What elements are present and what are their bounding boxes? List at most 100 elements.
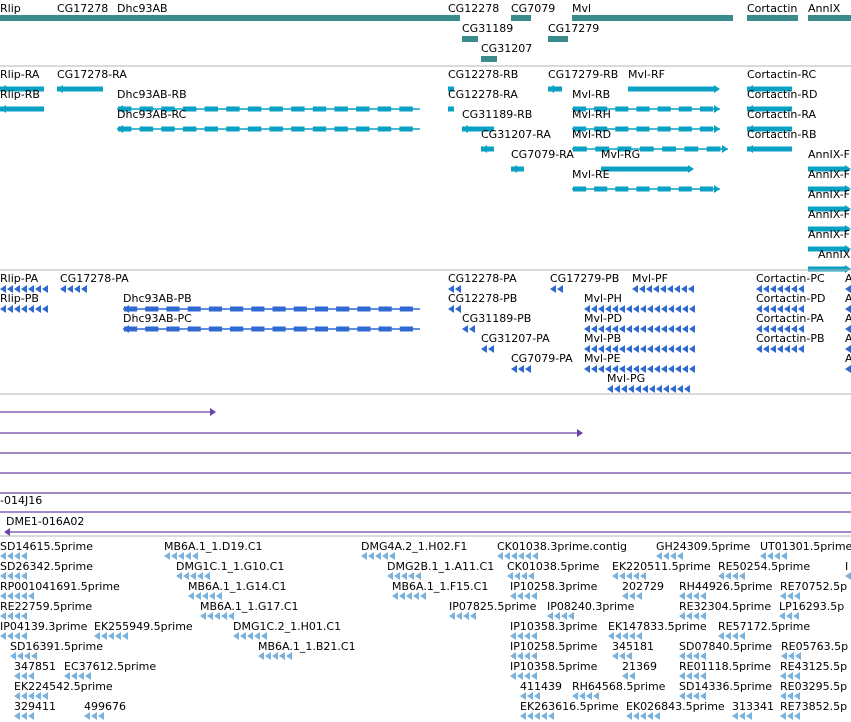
est-segment[interactable] (686, 672, 692, 680)
transcript-strand[interactable] (117, 125, 123, 133)
est-segment[interactable] (389, 552, 395, 560)
est-segment[interactable] (164, 552, 170, 560)
translation-exon[interactable] (336, 326, 350, 332)
est-segment[interactable] (17, 652, 23, 660)
est-segment[interactable] (14, 632, 20, 640)
translation-exon[interactable] (314, 326, 329, 332)
est-segment[interactable] (14, 612, 20, 620)
est-segment[interactable] (794, 712, 800, 720)
est-segment[interactable] (524, 632, 530, 640)
translation-segment[interactable] (756, 285, 762, 293)
est-segment[interactable] (693, 652, 699, 660)
transcript-exon[interactable] (462, 126, 494, 132)
est-segment[interactable] (534, 712, 540, 720)
est-segment[interactable] (497, 552, 503, 560)
est-segment[interactable] (84, 712, 90, 720)
translation-segment[interactable] (640, 325, 646, 333)
transcript-exon[interactable] (678, 106, 692, 112)
est-segment[interactable] (456, 612, 462, 620)
translation-segment[interactable] (777, 325, 783, 333)
translation-segment[interactable] (584, 325, 590, 333)
translation-segment[interactable] (455, 305, 461, 313)
est-segment[interactable] (21, 672, 27, 680)
est-segment[interactable] (572, 692, 578, 700)
est-segment[interactable] (670, 552, 676, 560)
translation-segment[interactable] (647, 365, 653, 373)
translation-segment[interactable] (649, 385, 655, 393)
transcript-strand[interactable] (722, 145, 728, 153)
transcript-exon[interactable] (595, 146, 610, 152)
est-segment[interactable] (286, 652, 292, 660)
translation-segment[interactable] (67, 285, 73, 293)
translation-exon[interactable] (208, 306, 223, 312)
est-segment[interactable] (14, 692, 20, 700)
translation-exon[interactable] (124, 326, 138, 332)
est-segment[interactable] (531, 592, 537, 600)
est-segment[interactable] (504, 552, 510, 560)
transcript-strand[interactable] (747, 125, 753, 133)
est-segment[interactable] (725, 632, 731, 640)
transcript-exon[interactable] (356, 126, 370, 132)
est-segment[interactable] (406, 592, 412, 600)
est-segment[interactable] (619, 572, 625, 580)
est-segment[interactable] (568, 612, 574, 620)
translation-segment[interactable] (770, 285, 776, 293)
translation-segment[interactable] (791, 305, 797, 313)
translation-segment[interactable] (647, 305, 653, 313)
est-segment[interactable] (254, 632, 260, 640)
est-segment[interactable] (382, 552, 388, 560)
translation-segment[interactable] (598, 305, 604, 313)
est-segment[interactable] (794, 692, 800, 700)
est-segment[interactable] (31, 652, 37, 660)
est-segment[interactable] (221, 612, 227, 620)
translation-segment[interactable] (612, 365, 618, 373)
translation-exon[interactable] (145, 306, 159, 312)
transcript-exon[interactable] (448, 86, 454, 92)
est-segment[interactable] (629, 592, 635, 600)
translation-segment[interactable] (598, 325, 604, 333)
translation-segment[interactable] (763, 325, 769, 333)
est-segment[interactable] (746, 712, 752, 720)
transcript-exon[interactable] (377, 126, 392, 132)
transcript-exon[interactable] (226, 126, 240, 132)
translation-exon[interactable] (230, 306, 244, 312)
est-segment[interactable] (781, 552, 787, 560)
translation-exon[interactable] (166, 306, 180, 312)
est-segment[interactable] (265, 652, 271, 660)
transcript-exon[interactable] (617, 146, 632, 152)
est-segment[interactable] (780, 692, 786, 700)
est-segment[interactable] (527, 692, 533, 700)
transcript-exon[interactable] (269, 106, 283, 112)
translation-segment[interactable] (784, 305, 790, 313)
translation-exon[interactable] (166, 326, 180, 332)
translation-segment[interactable] (756, 325, 762, 333)
est-segment[interactable] (787, 672, 793, 680)
transcript-exon[interactable] (269, 126, 283, 132)
est-segment[interactable] (209, 592, 215, 600)
translation-segment[interactable] (42, 285, 48, 293)
transcript-exon[interactable] (706, 146, 721, 152)
est-segment[interactable] (732, 572, 738, 580)
est-segment[interactable] (686, 592, 692, 600)
est-segment[interactable] (7, 552, 13, 560)
transcript-strand[interactable] (117, 105, 123, 113)
est-segment[interactable] (197, 572, 203, 580)
translation-segment[interactable] (525, 365, 531, 373)
translation-exon[interactable] (187, 326, 201, 332)
translation-segment[interactable] (14, 285, 20, 293)
translation-segment[interactable] (626, 345, 632, 353)
transcript-strand[interactable] (714, 125, 720, 133)
transcript-exon[interactable] (573, 186, 587, 192)
est-segment[interactable] (178, 552, 184, 560)
transcript-exon[interactable] (0, 106, 44, 112)
est-segment[interactable] (14, 572, 20, 580)
est-segment[interactable] (700, 652, 706, 660)
translation-segment[interactable] (462, 325, 468, 333)
translation-segment[interactable] (550, 285, 556, 293)
est-segment[interactable] (510, 592, 516, 600)
transcript-exon[interactable] (291, 106, 305, 112)
est-segment[interactable] (0, 612, 6, 620)
translation-segment[interactable] (682, 325, 688, 333)
translation-exon[interactable] (293, 306, 307, 312)
est-segment[interactable] (561, 612, 567, 620)
